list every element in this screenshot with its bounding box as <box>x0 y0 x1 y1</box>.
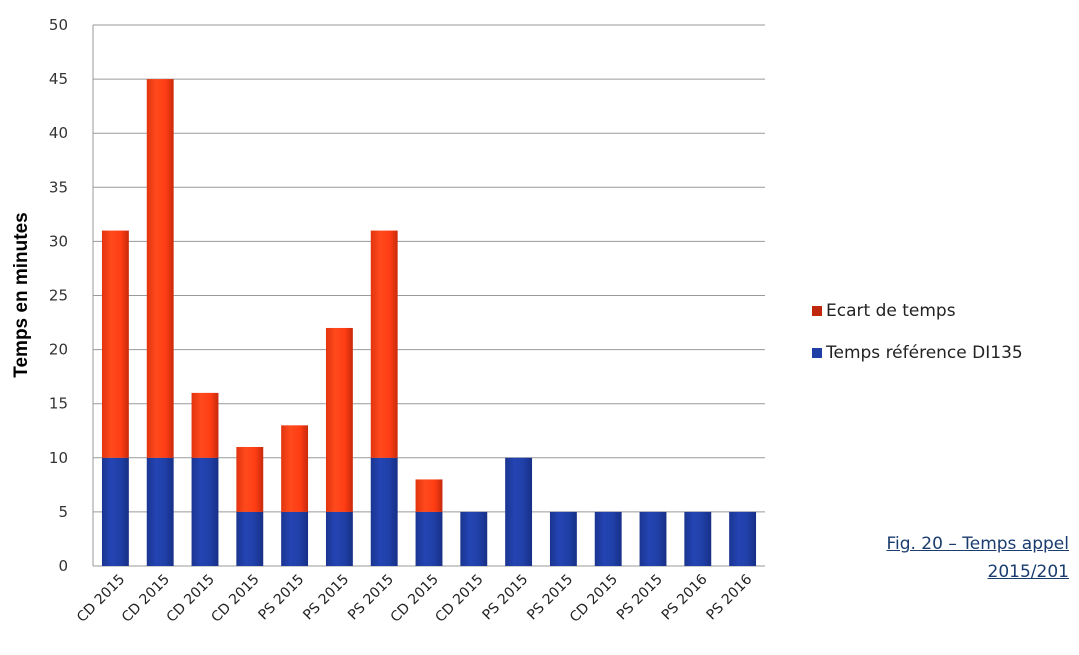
legend-item-reference: Temps référence DI135 <box>812 342 1023 364</box>
y-tick-label: 15 <box>49 395 68 413</box>
bar-ecart <box>370 230 398 458</box>
legend: Ecart de temps Temps référence DI135 <box>812 300 1023 384</box>
y-tick-label: 45 <box>49 70 68 88</box>
y-tick-label: 35 <box>49 178 68 196</box>
legend-label-reference: Temps référence DI135 <box>826 343 1023 363</box>
bar-reference <box>281 511 309 566</box>
x-tick-label: CD 2015 <box>74 572 128 626</box>
y-tick-label: 40 <box>49 124 68 142</box>
bar-reference <box>325 511 353 566</box>
bar-reference <box>101 457 129 566</box>
y-tick-label: 30 <box>49 232 68 250</box>
bar-reference <box>729 511 757 566</box>
x-tick-label: PS 2015 <box>480 572 532 624</box>
x-tick-label: CD 2015 <box>208 572 262 626</box>
y-tick-label: 20 <box>49 341 68 359</box>
legend-label-ecart: Ecart de temps <box>826 301 956 321</box>
y-tick-label: 50 <box>49 16 68 34</box>
legend-item-ecart: Ecart de temps <box>812 300 1023 322</box>
x-tick-label: PS 2015 <box>614 572 666 624</box>
caption-line-2: 2015/201 <box>987 562 1069 582</box>
legend-swatch-ecart <box>812 306 822 316</box>
bar-ecart <box>325 327 353 512</box>
x-tick-label: CD 2015 <box>164 572 218 626</box>
x-tick-label: PS 2016 <box>659 571 711 623</box>
bar-ecart <box>415 479 443 512</box>
y-axis-tick-labels: 0 5 10 15 20 25 30 35 40 45 50 <box>49 16 68 575</box>
bar-ecart <box>101 230 129 458</box>
y-tick-label: 5 <box>58 503 68 521</box>
bar-reference <box>460 511 488 566</box>
x-tick-label: CD 2015 <box>388 572 442 626</box>
x-tick-label: CD 2015 <box>119 572 173 626</box>
caption-line-1: Fig. 20 – Temps appel <box>886 534 1069 554</box>
bar-ecart <box>281 425 309 512</box>
y-tick-label: 10 <box>49 449 68 467</box>
bar-reference <box>684 511 712 566</box>
bars <box>101 79 757 566</box>
bar-reference <box>549 511 577 566</box>
bar-reference <box>415 511 443 566</box>
bar-reference <box>505 457 533 566</box>
bar-ecart <box>236 446 264 512</box>
bar-reference <box>594 511 622 566</box>
x-tick-label: CD 2015 <box>567 572 621 626</box>
bar-reference <box>639 511 667 566</box>
bar-reference <box>236 511 264 566</box>
bar-ecart <box>146 79 174 458</box>
figure-caption: Fig. 20 – Temps appel 2015/201 <box>886 530 1069 586</box>
legend-swatch-reference <box>812 348 822 358</box>
x-tick-label: PS 2015 <box>300 572 352 624</box>
bar-reference <box>191 457 219 566</box>
y-tick-label: 25 <box>49 287 68 305</box>
bar-reference <box>370 457 398 566</box>
y-tick-label: 0 <box>58 557 68 575</box>
x-tick-label: PS 2016 <box>704 571 756 623</box>
bar-reference <box>146 457 174 566</box>
x-tick-label: PS 2015 <box>256 572 308 624</box>
bar-ecart <box>191 392 219 458</box>
y-axis-label: Temps en minutes <box>11 212 32 377</box>
x-tick-label: CD 2015 <box>432 572 486 626</box>
